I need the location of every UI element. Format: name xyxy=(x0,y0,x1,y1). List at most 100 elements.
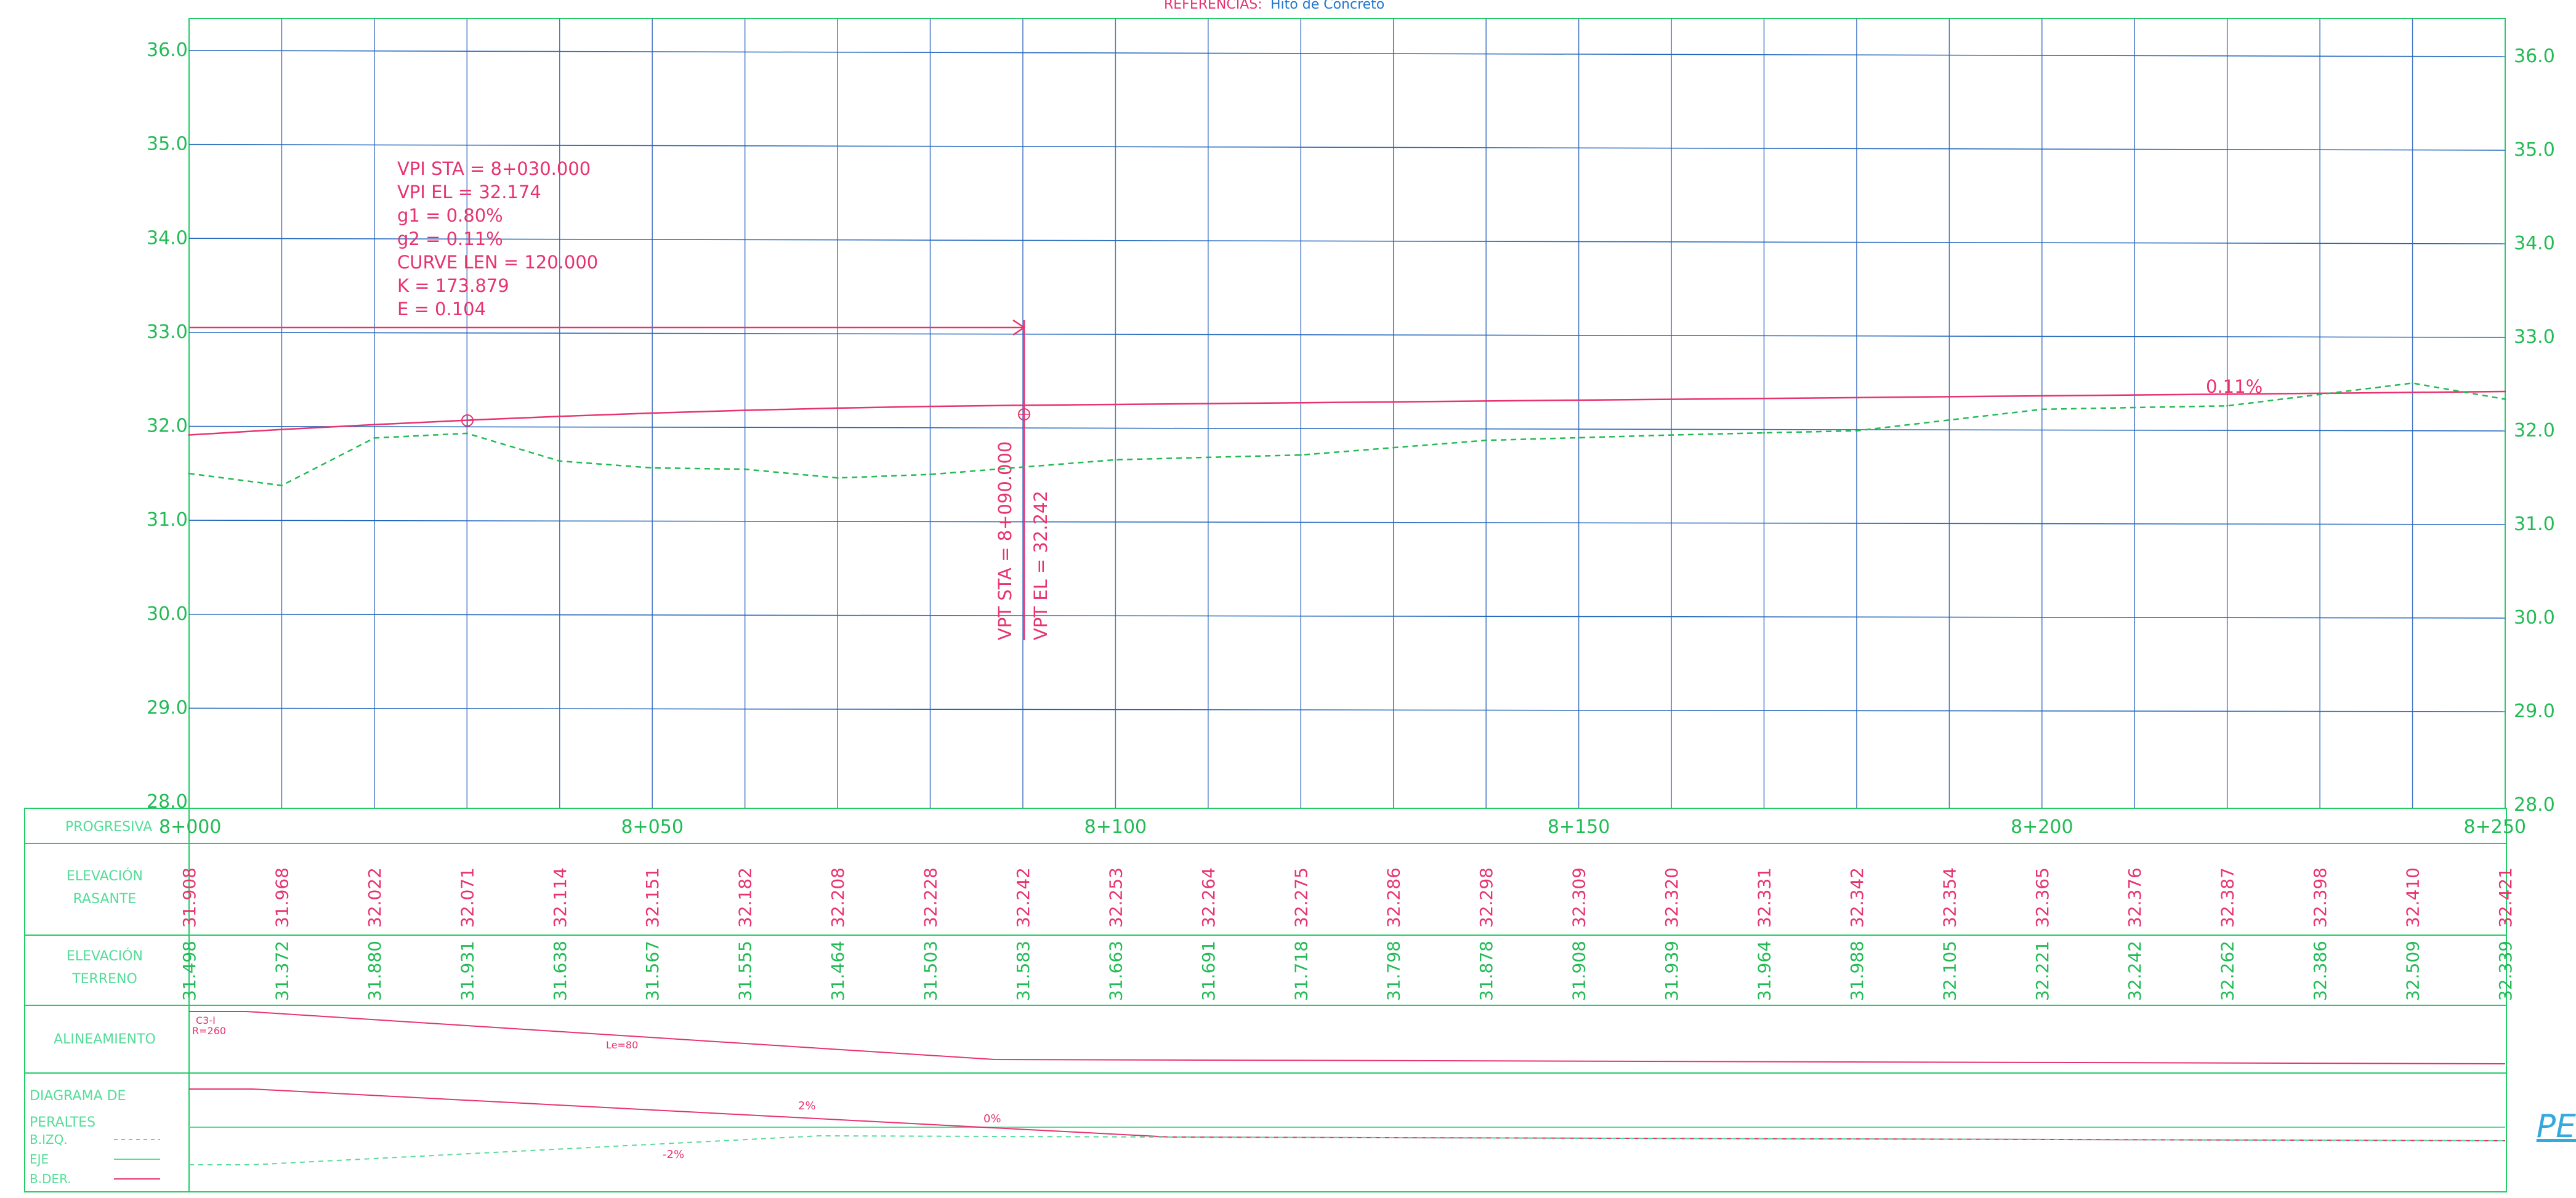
ground-point xyxy=(1299,454,1302,456)
rasante-value: 32.114 xyxy=(550,867,570,928)
terreno-value: 31.718 xyxy=(1291,941,1311,1001)
y-tick-left: 36.0 xyxy=(147,39,188,61)
terreno-value: 32.339 xyxy=(2495,941,2516,1001)
ground-point xyxy=(559,460,561,462)
rasante-value: 32.387 xyxy=(2218,867,2238,928)
grade-point xyxy=(2226,393,2229,395)
grade-point xyxy=(2041,395,2043,397)
ground-point xyxy=(2319,393,2321,396)
legend-bizq: B.IZQ. xyxy=(30,1132,68,1147)
rasante-label-1: ELEVACIÓN xyxy=(67,868,143,884)
vpi-g1: g1 = 0.80% xyxy=(397,205,503,226)
y-tick-right: 34.0 xyxy=(2514,233,2555,254)
y-tick-right: 31.0 xyxy=(2514,513,2555,535)
rasante-value: 32.354 xyxy=(1939,867,1960,928)
rasante-value: 31.968 xyxy=(272,867,292,928)
curve-le: Le=80 xyxy=(606,1039,638,1051)
ground-point xyxy=(1207,456,1209,459)
y-tick-right: 28.0 xyxy=(2514,794,2555,816)
vpi-curve-len: CURVE LEN = 120.000 xyxy=(397,252,598,273)
terreno-values: 31.498 31.372 31.880 31.931 31.638 31.567 31.5… xyxy=(179,941,2516,1001)
terreno-value: 31.638 xyxy=(550,941,570,1001)
ground-point xyxy=(836,476,839,479)
vpt-el: VPT EL = 32.242 xyxy=(1030,491,1051,640)
ground-point xyxy=(2041,408,2043,411)
y-tick-left: 29.0 xyxy=(147,697,188,718)
rasante-value: 32.253 xyxy=(1105,867,1126,928)
terreno-label-2: TERRENO xyxy=(71,971,137,987)
ground-point xyxy=(1022,466,1024,468)
peraltes-label-1: DIAGRAMA DE xyxy=(30,1088,126,1104)
grade-point xyxy=(1207,403,1209,405)
y-tick-right: 35.0 xyxy=(2514,139,2555,161)
grade-point xyxy=(1485,400,1487,402)
grid-horizontal xyxy=(188,238,2506,244)
station-labels: 8+000 8+050 8+100 8+150 8+200 8+250 xyxy=(159,816,2526,838)
rasante-value: 32.022 xyxy=(365,867,385,928)
ground-point xyxy=(744,468,746,470)
rasante-value: 31.908 xyxy=(179,867,200,928)
bizq-line xyxy=(189,1135,2506,1165)
rasante-value: 32.298 xyxy=(1476,867,1496,928)
ground-line xyxy=(188,382,2506,486)
rasante-value: 32.421 xyxy=(2495,867,2516,928)
terreno-value: 31.583 xyxy=(1013,941,1033,1001)
vpi-e: E = 0.104 xyxy=(397,299,486,320)
rasante-value: 32.071 xyxy=(457,867,477,928)
grade-point xyxy=(1855,396,1858,399)
vpi-g2: g2 = 0.11% xyxy=(397,228,503,249)
station-label: 8+050 xyxy=(621,816,683,838)
elevation-axis: 36.0 35.0 34.0 33.0 32.0 31.0 30.0 29.0 28.0 36.0… xyxy=(147,39,2555,816)
peralte-2: 2% xyxy=(798,1100,816,1112)
terreno-value: 31.663 xyxy=(1105,941,1126,1001)
header: REFERENCIAS: Hito de Concreto xyxy=(1164,0,1384,12)
ground-point xyxy=(2412,382,2414,384)
rasante-values: 31.908 31.968 32.022 32.071 32.114 32.151 32.1… xyxy=(179,867,2516,928)
y-tick-right: 32.0 xyxy=(2514,420,2555,441)
rasante-value: 32.398 xyxy=(2310,867,2330,928)
grade-point xyxy=(2133,394,2136,396)
grade-point xyxy=(2412,391,2414,393)
vpt-sta: VPT STA = 8+090.000 xyxy=(995,441,1015,640)
y-tick-right: 33.0 xyxy=(2514,326,2555,348)
terreno-value: 32.105 xyxy=(1939,941,1960,1001)
y-tick-left: 34.0 xyxy=(147,227,188,249)
y-tick-right: 36.0 xyxy=(2514,46,2555,67)
terreno-value: 31.567 xyxy=(642,941,663,1001)
grade-point xyxy=(188,434,190,436)
rasante-value: 32.365 xyxy=(2032,867,2053,928)
rasante-label-2: RASANTE xyxy=(73,891,137,907)
peraltes-label-2: PERALTES xyxy=(30,1115,95,1130)
terreno-value: 31.908 xyxy=(1569,941,1589,1001)
terreno-value: 31.464 xyxy=(828,941,848,1001)
terreno-value: 31.931 xyxy=(457,941,477,1001)
grid-horizontal xyxy=(188,614,2506,619)
partial-link[interactable]: PE xyxy=(2536,1108,2576,1145)
grid-horizontal xyxy=(188,707,2506,712)
terreno-value: 31.372 xyxy=(272,941,292,1001)
profile-grid xyxy=(188,18,2506,809)
terreno-value: 31.880 xyxy=(365,941,385,1001)
profile-frame xyxy=(188,18,2506,809)
rasante-value: 32.286 xyxy=(1384,867,1404,928)
vpi-annotation: VPI STA = 8+030.000 VPI EL = 32.174 g1 =… xyxy=(190,158,1030,640)
grid-horizontal xyxy=(188,520,2506,525)
y-tick-right: 30.0 xyxy=(2514,607,2555,629)
data-band: PROGRESIVA ELEVACIÓN RASANTE ELEVACIÓN T… xyxy=(24,808,2526,1192)
progresiva-label: PROGRESIVA xyxy=(65,819,152,835)
ground-point xyxy=(188,472,190,475)
station-label: 8+150 xyxy=(1548,816,1610,838)
grade-point xyxy=(373,424,376,426)
station-label: 8+250 xyxy=(2464,816,2526,838)
grade-point xyxy=(651,412,653,414)
terreno-value: 31.498 xyxy=(179,941,200,1001)
y-tick-left: 35.0 xyxy=(147,134,188,155)
grade-point xyxy=(1670,398,1673,401)
peralte-m2: -2% xyxy=(663,1148,684,1161)
terreno-label-1: ELEVACIÓN xyxy=(67,948,143,964)
grade-point xyxy=(1392,401,1395,403)
grade-point xyxy=(1578,399,1580,401)
terreno-value: 32.262 xyxy=(2218,941,2238,1001)
ground-point xyxy=(2133,406,2136,409)
